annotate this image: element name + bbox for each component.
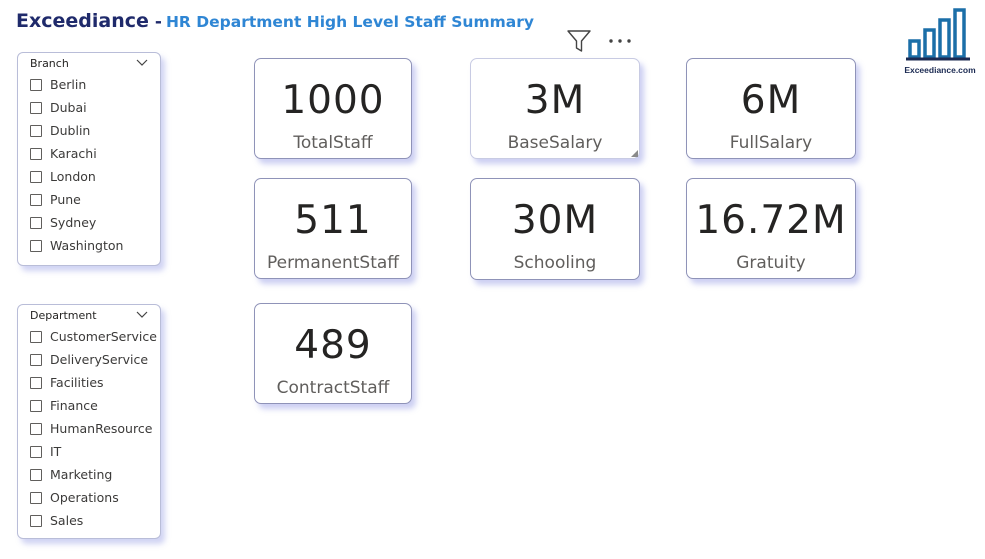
slicer-item[interactable]: Finance: [30, 394, 160, 417]
branch-slicer-list: Berlin Dubai Dublin Karachi London Pune Sydney…: [18, 73, 160, 257]
slicer-item-label: HumanResource: [50, 421, 153, 436]
checkbox[interactable]: [30, 170, 42, 183]
slicer-item[interactable]: HumanResource: [30, 417, 160, 440]
kpi-value: 30M: [511, 198, 599, 243]
checkbox[interactable]: [30, 445, 42, 458]
slicer-item-label: Pune: [50, 192, 81, 207]
checkbox[interactable]: [30, 101, 42, 114]
slicer-item[interactable]: IT: [30, 440, 160, 463]
filter-icon[interactable]: [566, 28, 592, 54]
slicer-item-label: Karachi: [50, 146, 97, 161]
branch-slicer: Branch Berlin Dubai Dublin Karachi London Pun…: [17, 52, 161, 266]
slicer-item-label: Operations: [50, 490, 119, 505]
bar-chart-logo-icon: [906, 8, 970, 61]
department-slicer-list: CustomerService DeliveryService Facilities…: [18, 325, 160, 532]
kpi-card-gratuity[interactable]: 16.72M Gratuity: [686, 178, 856, 279]
slicer-item-label: Marketing: [50, 467, 113, 482]
report-subtitle: HR Department High Level Staff Summary: [165, 13, 534, 31]
checkbox[interactable]: [30, 491, 42, 504]
checkbox[interactable]: [30, 376, 42, 389]
slicer-item[interactable]: Facilities: [30, 371, 160, 394]
kpi-value: 3M: [524, 78, 586, 123]
kpi-card-schooling[interactable]: 30M Schooling: [470, 178, 640, 280]
slicer-item[interactable]: Sales: [30, 509, 160, 532]
chevron-down-icon[interactable]: [136, 57, 148, 67]
resize-handle-icon[interactable]: [631, 150, 638, 157]
slicer-item[interactable]: Sydney: [30, 211, 160, 234]
company-logo: Exceediance.com: [904, 8, 976, 76]
kpi-card-contract-staff[interactable]: 489 ContractStaff: [254, 303, 412, 404]
slicer-item[interactable]: CustomerService: [30, 325, 160, 348]
checkbox[interactable]: [30, 330, 42, 343]
kpi-label: FullSalary: [729, 133, 813, 153]
checkbox[interactable]: [30, 124, 42, 137]
slicer-item-label: CustomerService: [50, 329, 157, 344]
kpi-value: 16.72M: [695, 198, 847, 243]
slicer-item-label: Dublin: [50, 123, 91, 138]
more-options-icon[interactable]: [606, 30, 634, 50]
chevron-down-icon[interactable]: [136, 309, 148, 319]
slicer-item-label: IT: [50, 444, 62, 459]
branch-slicer-title: Branch: [30, 57, 69, 70]
slicer-item-label: Washington: [50, 238, 124, 253]
kpi-label: TotalStaff: [293, 133, 373, 153]
slicer-item-label: Finance: [50, 398, 98, 413]
checkbox[interactable]: [30, 514, 42, 527]
title-separator: -: [154, 12, 162, 32]
slicer-item-label: Facilities: [50, 375, 104, 390]
checkbox[interactable]: [30, 78, 42, 91]
checkbox[interactable]: [30, 353, 42, 366]
logo-text: Exceediance.com: [904, 65, 976, 75]
kpi-card-base-salary[interactable]: 3M BaseSalary: [470, 58, 640, 159]
slicer-item[interactable]: Operations: [30, 486, 160, 509]
checkbox[interactable]: [30, 422, 42, 435]
slicer-item-label: Sales: [50, 513, 84, 528]
slicer-item[interactable]: Dublin: [30, 119, 160, 142]
slicer-item[interactable]: Pune: [30, 188, 160, 211]
slicer-item[interactable]: DeliveryService: [30, 348, 160, 371]
department-slicer-header: Department: [18, 305, 160, 325]
slicer-item-label: London: [50, 169, 96, 184]
slicer-item-label: Sydney: [50, 215, 97, 230]
kpi-value: 511: [294, 198, 372, 243]
slicer-item[interactable]: Dubai: [30, 96, 160, 119]
slicer-item[interactable]: London: [30, 165, 160, 188]
kpi-value: 6M: [740, 78, 802, 123]
kpi-label: ContractStaff: [276, 378, 390, 398]
checkbox[interactable]: [30, 399, 42, 412]
kpi-card-full-salary[interactable]: 6M FullSalary: [686, 58, 856, 159]
brand-title: Exceediance: [16, 10, 149, 32]
kpi-label: PermanentStaff: [266, 253, 400, 273]
kpi-card-permanent-staff[interactable]: 511 PermanentStaff: [254, 178, 412, 279]
kpi-label: BaseSalary: [507, 133, 603, 153]
visual-header-toolbar: [564, 28, 636, 54]
slicer-item-label: Berlin: [50, 77, 87, 92]
slicer-item[interactable]: Berlin: [30, 73, 160, 96]
checkbox[interactable]: [30, 468, 42, 481]
kpi-label: Schooling: [513, 253, 597, 273]
checkbox[interactable]: [30, 147, 42, 160]
slicer-item[interactable]: Marketing: [30, 463, 160, 486]
slicer-item[interactable]: Washington: [30, 234, 160, 257]
department-slicer-title: Department: [30, 309, 97, 322]
kpi-value: 489: [294, 323, 372, 368]
checkbox[interactable]: [30, 216, 42, 229]
department-slicer: Department CustomerService DeliveryServic…: [17, 304, 161, 539]
kpi-label: Gratuity: [736, 253, 806, 273]
slicer-item[interactable]: Karachi: [30, 142, 160, 165]
kpi-card-total-staff[interactable]: 1000 TotalStaff: [254, 58, 412, 159]
report-header: Exceediance - HR Department High Level Sta…: [16, 10, 534, 32]
branch-slicer-header: Branch: [18, 53, 160, 73]
checkbox[interactable]: [30, 239, 42, 252]
checkbox[interactable]: [30, 193, 42, 206]
slicer-item-label: Dubai: [50, 100, 87, 115]
kpi-value: 1000: [281, 78, 385, 123]
slicer-item-label: DeliveryService: [50, 352, 149, 367]
